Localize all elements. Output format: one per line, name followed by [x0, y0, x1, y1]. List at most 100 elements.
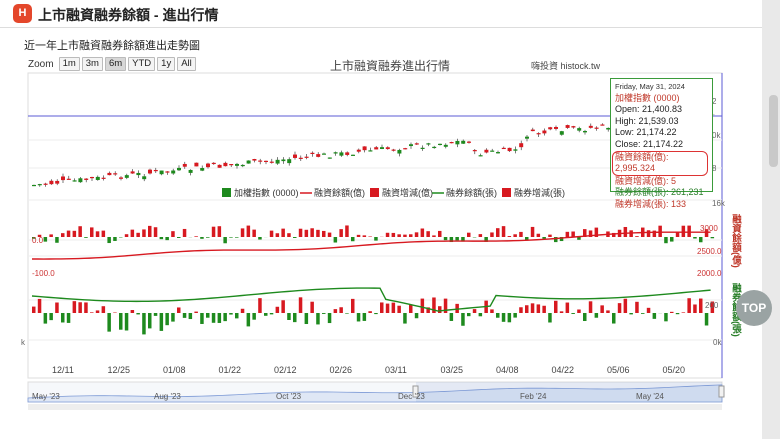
short-change-bar: [182, 313, 187, 318]
date-tick-label: 02/26: [330, 365, 353, 375]
short-change-bar: [583, 313, 587, 322]
short-change-bar: [409, 304, 413, 313]
zoom-1y-button[interactable]: 1y: [157, 57, 176, 71]
candle-body: [536, 133, 541, 135]
margin-change-bar: [432, 235, 436, 237]
zoom-ytd-button[interactable]: YTD: [128, 57, 156, 71]
margin-tick-label: 3000: [700, 224, 718, 233]
margin-change-bar: [43, 237, 48, 242]
date-tick-label: 05/20: [663, 365, 686, 375]
short-change-bar: [641, 313, 645, 314]
short-change-bar: [223, 313, 227, 322]
margin-change-bar: [66, 230, 71, 237]
margin-change-bar: [658, 225, 662, 237]
margin-change-bar: [37, 234, 42, 237]
margin-change-bar: [229, 237, 233, 238]
margin-change-tick-label: -100.0: [32, 269, 55, 278]
margin-change-bar: [281, 228, 285, 237]
short-change-bar: [530, 303, 535, 313]
date-tick-label: 01/08: [163, 365, 186, 375]
candle-body: [188, 169, 193, 173]
short-change-bar: [438, 306, 442, 313]
short-change-bar: [612, 313, 616, 324]
short-change-bar: [565, 302, 570, 313]
margin-change-bar: [49, 234, 53, 237]
candle-body: [571, 126, 576, 128]
short-change-bar: [362, 313, 367, 321]
short-change-bar: [391, 302, 396, 313]
back-to-top-button[interactable]: TOP: [736, 290, 772, 326]
margin-change-bar: [588, 230, 593, 237]
page-scrollbar-thumb[interactable]: [769, 95, 778, 167]
short-change-bar: [217, 313, 222, 323]
zoom-1m-button[interactable]: 1m: [58, 57, 80, 71]
zoom-all-button[interactable]: All: [177, 57, 196, 71]
margin-change-bar: [565, 231, 570, 237]
margin-change-bar: [246, 225, 251, 237]
candle-body: [240, 164, 245, 167]
candle-body: [298, 157, 303, 159]
short-change-bar: [519, 307, 523, 313]
tooltip-open: Open: 21,400.83: [615, 104, 683, 115]
short-change-bar: [426, 307, 430, 313]
short-change-bar: [281, 300, 285, 313]
short-change-bar: [699, 298, 703, 313]
candle-body: [438, 143, 442, 146]
candle-body: [600, 124, 605, 126]
margin-change-bar: [403, 234, 407, 237]
candle-body: [182, 163, 187, 167]
short-change-bar: [664, 313, 668, 322]
short-change-bar: [37, 298, 42, 313]
date-tick-label: 12/25: [108, 365, 131, 375]
legend-marker: [370, 188, 379, 197]
margin-change-bar: [594, 227, 599, 237]
margin-change-bar: [165, 237, 169, 241]
margin-change-bar: [530, 226, 535, 237]
candle-body: [420, 147, 425, 149]
legend-item: 融資增減(億): [382, 187, 433, 198]
short-change-bar: [571, 313, 575, 314]
margin-change-bar: [368, 236, 372, 237]
short-change-bar: [119, 313, 123, 330]
margin-change-bar: [351, 237, 355, 242]
margin-change-bar: [345, 225, 349, 237]
navigator-date-label: May '23: [32, 392, 60, 401]
margin-change-bar: [646, 230, 651, 237]
short-change-bar: [600, 305, 604, 313]
price-tick-label: 0k: [712, 131, 721, 140]
tooltip-short-balance: 融券餘額(張): 261,231: [615, 187, 704, 198]
short-change-bar: [513, 313, 517, 318]
short-change-bar: [32, 306, 36, 313]
margin-change-bar: [61, 233, 65, 237]
candle-body: [32, 184, 36, 187]
short-change-bar: [264, 313, 268, 316]
short-change-bar: [675, 313, 680, 315]
short-change-bar: [368, 311, 372, 313]
date-tick-label: 03/11: [385, 365, 407, 375]
margin-change-bar: [548, 234, 552, 237]
short-change-bar: [449, 313, 454, 321]
margin-change-bar: [414, 232, 419, 237]
candle-body: [49, 180, 54, 185]
zoom-3m-button[interactable]: 3m: [81, 57, 103, 71]
short-change-bar: [339, 307, 343, 313]
candle-body: [606, 127, 611, 130]
short-change-bar: [501, 313, 506, 322]
tooltip-margin-change: 融資增減(億): 5: [615, 175, 677, 186]
short-change-bar: [130, 310, 135, 313]
margin-change-bar: [356, 234, 361, 237]
price-tick-label: 2: [712, 97, 717, 106]
candle-body: [345, 152, 350, 155]
short-change-bar: [240, 308, 245, 313]
candle-body: [455, 140, 460, 145]
candle-body: [577, 128, 582, 131]
navigator-date-label: Feb '24: [520, 392, 547, 401]
short-change-bar: [229, 313, 233, 315]
legend-item: 加權指數 (0000): [234, 187, 299, 198]
zoom-6m-button[interactable]: 6m: [104, 57, 127, 71]
candle-body: [594, 127, 599, 129]
short-change-bar: [345, 313, 349, 314]
short-balance-axis-label: 融券餘額(張): [728, 283, 742, 337]
left-axis-label: k: [21, 338, 26, 347]
